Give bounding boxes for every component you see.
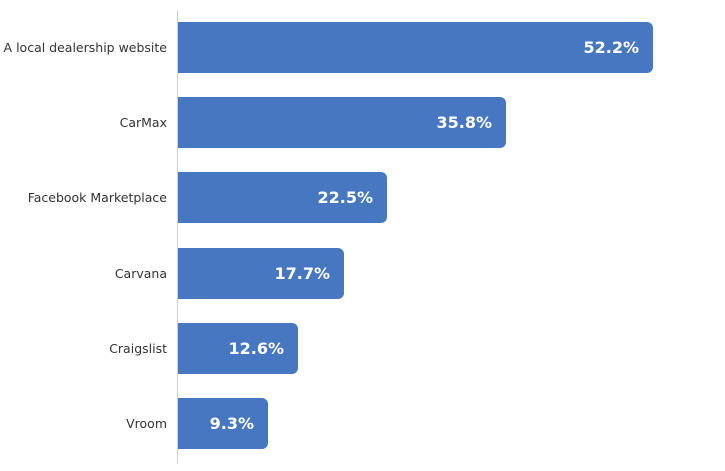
category-label: A local dealership website <box>3 40 167 55</box>
category-label: Craigslist <box>109 341 167 356</box>
chart-row: Carvana 17.7% <box>0 248 725 299</box>
bar: 52.2% <box>178 22 653 73</box>
value-label: 35.8% <box>436 113 492 132</box>
value-label: 9.3% <box>209 414 254 433</box>
chart-row: Vroom 9.3% <box>0 398 725 449</box>
bar: 17.7% <box>178 248 344 299</box>
chart-row: CarMax 35.8% <box>0 97 725 148</box>
value-label: 22.5% <box>317 188 373 207</box>
bar: 22.5% <box>178 172 387 223</box>
value-label: 12.6% <box>228 339 284 358</box>
category-label: Facebook Marketplace <box>27 190 167 205</box>
category-label: Vroom <box>126 416 167 431</box>
value-label: 52.2% <box>583 38 639 57</box>
value-label: 17.7% <box>274 264 330 283</box>
chart-row: Craigslist 12.6% <box>0 323 725 374</box>
bar: 9.3% <box>178 398 268 449</box>
bar: 35.8% <box>178 97 506 148</box>
bar: 12.6% <box>178 323 298 374</box>
chart-row: Facebook Marketplace 22.5% <box>0 172 725 223</box>
y-axis-line <box>177 10 178 463</box>
chart-row: A local dealership website 52.2% <box>0 22 725 73</box>
category-label: CarMax <box>119 115 167 130</box>
category-label: Carvana <box>114 266 167 281</box>
